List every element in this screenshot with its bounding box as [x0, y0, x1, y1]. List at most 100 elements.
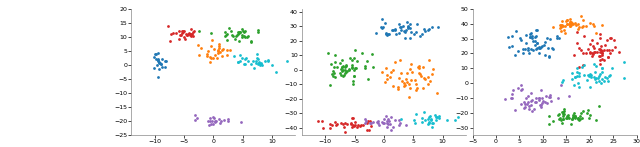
Point	[233, 61, 243, 63]
Point	[202, 54, 212, 57]
Point	[192, 117, 202, 119]
Point	[234, 32, 244, 34]
Point	[336, 121, 346, 124]
Point	[536, 106, 546, 109]
Point	[582, 111, 593, 114]
Point	[507, 92, 517, 95]
Point	[223, 27, 234, 30]
Point	[604, 49, 614, 51]
Point	[507, 45, 517, 47]
Point	[424, 122, 434, 124]
Point	[349, 125, 360, 127]
Point	[239, 35, 250, 37]
Point	[527, 110, 538, 112]
Point	[364, 78, 374, 80]
Point	[426, 72, 436, 75]
Point	[538, 100, 548, 102]
Point	[177, 30, 188, 32]
Point	[405, 37, 415, 39]
Point	[347, 59, 357, 62]
Point	[588, 51, 598, 53]
Point	[516, 89, 526, 91]
Point	[565, 18, 575, 20]
Point	[225, 49, 235, 51]
Point	[211, 120, 221, 122]
Point	[595, 55, 605, 57]
Point	[382, 126, 392, 129]
Point	[377, 121, 387, 123]
Point	[552, 35, 563, 37]
Point	[177, 29, 187, 32]
Point	[559, 28, 569, 31]
Point	[571, 24, 581, 26]
Point	[349, 49, 360, 51]
Point	[150, 53, 161, 55]
Point	[407, 71, 417, 73]
Point	[207, 39, 218, 41]
Point	[223, 117, 234, 120]
Point	[156, 58, 166, 60]
Point	[579, 74, 589, 77]
Point	[590, 51, 600, 53]
Point	[174, 30, 184, 32]
Point	[434, 115, 444, 117]
Point	[150, 53, 160, 55]
Point	[403, 25, 413, 28]
Point	[351, 67, 361, 69]
Point	[557, 111, 567, 113]
Point	[599, 49, 609, 51]
Point	[347, 66, 357, 68]
Point	[558, 113, 568, 116]
Point	[594, 55, 604, 57]
Point	[598, 59, 609, 61]
Point	[213, 50, 223, 52]
Point	[588, 23, 598, 26]
Point	[524, 52, 534, 54]
Point	[214, 118, 224, 120]
Point	[596, 49, 606, 51]
Point	[584, 75, 594, 77]
Point	[414, 65, 424, 68]
Point	[559, 108, 569, 110]
Point	[528, 49, 538, 51]
Point	[593, 77, 603, 79]
Point	[507, 35, 517, 37]
Point	[412, 23, 422, 25]
Point	[214, 121, 225, 124]
Point	[282, 59, 292, 62]
Point	[251, 62, 261, 65]
Point	[591, 41, 602, 44]
Point	[213, 49, 223, 51]
Point	[562, 22, 572, 25]
Point	[252, 53, 262, 55]
Point	[237, 34, 247, 36]
Point	[522, 102, 532, 105]
Point	[415, 73, 425, 75]
Point	[331, 123, 341, 126]
Point	[573, 82, 583, 85]
Point	[390, 28, 401, 30]
Point	[562, 18, 572, 21]
Point	[335, 62, 345, 64]
Point	[558, 79, 568, 81]
Point	[592, 51, 602, 53]
Point	[520, 103, 530, 106]
Point	[510, 109, 520, 111]
Point	[330, 61, 340, 64]
Point	[394, 119, 404, 121]
Point	[404, 27, 415, 29]
Point	[562, 23, 572, 25]
Point	[532, 42, 543, 45]
Point	[222, 120, 232, 123]
Point	[419, 66, 429, 68]
Point	[544, 54, 554, 57]
Point	[544, 123, 554, 125]
Point	[423, 29, 433, 31]
Point	[328, 70, 338, 73]
Point	[591, 80, 601, 83]
Point	[564, 94, 574, 97]
Point	[586, 76, 596, 78]
Point	[595, 63, 605, 66]
Point	[522, 49, 532, 51]
Point	[390, 119, 401, 121]
